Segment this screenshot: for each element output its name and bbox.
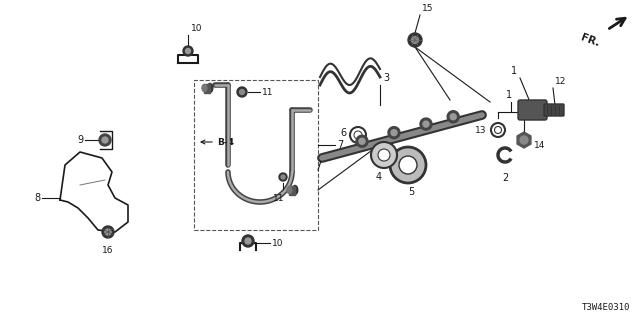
Text: 13: 13 bbox=[474, 125, 486, 134]
Text: 7: 7 bbox=[337, 140, 343, 150]
Bar bbox=[289, 186, 295, 195]
Circle shape bbox=[447, 111, 460, 123]
Text: 11: 11 bbox=[262, 87, 273, 97]
Circle shape bbox=[245, 238, 251, 244]
Text: 9: 9 bbox=[77, 135, 83, 145]
Circle shape bbox=[390, 147, 426, 183]
Circle shape bbox=[242, 235, 254, 247]
Circle shape bbox=[183, 46, 193, 56]
Ellipse shape bbox=[287, 186, 292, 194]
Circle shape bbox=[356, 135, 368, 147]
Text: 2: 2 bbox=[502, 173, 508, 183]
Circle shape bbox=[391, 130, 397, 136]
Ellipse shape bbox=[202, 84, 207, 92]
Circle shape bbox=[359, 138, 365, 144]
Ellipse shape bbox=[292, 186, 298, 195]
Bar bbox=[204, 84, 210, 92]
Circle shape bbox=[105, 229, 111, 235]
Circle shape bbox=[237, 87, 247, 97]
Circle shape bbox=[186, 49, 191, 53]
Text: 11: 11 bbox=[273, 194, 285, 203]
Bar bbox=[194, 80, 318, 230]
Text: 5: 5 bbox=[408, 187, 414, 197]
Circle shape bbox=[423, 121, 429, 127]
Circle shape bbox=[102, 226, 114, 238]
Text: 1: 1 bbox=[511, 66, 517, 76]
Text: T3W4E0310: T3W4E0310 bbox=[582, 303, 630, 312]
Text: B-4: B-4 bbox=[217, 138, 234, 147]
Circle shape bbox=[99, 134, 111, 146]
Circle shape bbox=[371, 142, 397, 168]
Circle shape bbox=[281, 175, 285, 179]
Text: 4: 4 bbox=[376, 172, 382, 182]
FancyBboxPatch shape bbox=[518, 100, 547, 120]
Text: 16: 16 bbox=[102, 246, 114, 255]
Text: 8: 8 bbox=[34, 193, 40, 203]
Text: FR.: FR. bbox=[579, 32, 601, 48]
Text: 3: 3 bbox=[383, 73, 389, 83]
Circle shape bbox=[102, 137, 108, 143]
Text: 10: 10 bbox=[272, 238, 284, 247]
Circle shape bbox=[450, 114, 456, 120]
Text: 14: 14 bbox=[534, 140, 545, 149]
FancyBboxPatch shape bbox=[544, 104, 564, 116]
Circle shape bbox=[408, 33, 422, 47]
Ellipse shape bbox=[207, 84, 213, 92]
Text: 6: 6 bbox=[340, 128, 346, 138]
Circle shape bbox=[412, 36, 419, 44]
Text: 10: 10 bbox=[191, 24, 202, 33]
Circle shape bbox=[388, 127, 400, 139]
Circle shape bbox=[420, 118, 432, 130]
Circle shape bbox=[279, 173, 287, 181]
Circle shape bbox=[239, 90, 244, 94]
Text: 15: 15 bbox=[422, 4, 433, 13]
Text: 1: 1 bbox=[506, 90, 512, 100]
Circle shape bbox=[399, 156, 417, 174]
Circle shape bbox=[378, 149, 390, 161]
Text: 12: 12 bbox=[555, 77, 566, 86]
Circle shape bbox=[520, 136, 528, 144]
